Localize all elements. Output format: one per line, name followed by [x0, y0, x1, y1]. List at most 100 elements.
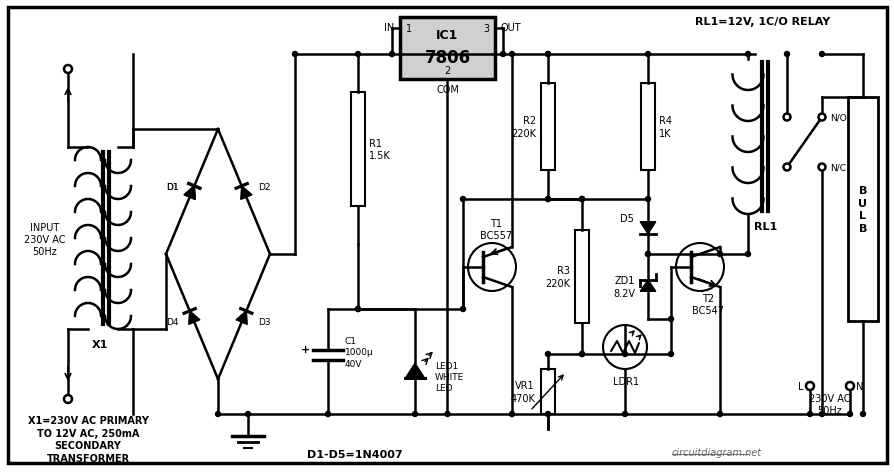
Circle shape	[64, 395, 72, 403]
Text: ZD1
8.2V: ZD1 8.2V	[612, 276, 634, 298]
Circle shape	[578, 197, 584, 202]
Bar	[574, 230, 588, 323]
Text: RL1=12V, 1C/O RELAY: RL1=12V, 1C/O RELAY	[695, 17, 830, 27]
Circle shape	[622, 352, 627, 357]
Circle shape	[544, 52, 550, 58]
Bar	[400, 18, 494, 80]
Text: R2
220K: R2 220K	[510, 116, 536, 139]
Circle shape	[544, 352, 550, 357]
Text: L: L	[797, 381, 803, 391]
Bar	[350, 93, 365, 207]
Bar	[540, 84, 554, 170]
Polygon shape	[189, 311, 199, 325]
Text: D1-D5=1N4007: D1-D5=1N4007	[307, 449, 402, 459]
Circle shape	[819, 412, 823, 416]
Polygon shape	[639, 280, 655, 292]
Text: 2: 2	[444, 66, 450, 76]
Circle shape	[544, 197, 550, 202]
Circle shape	[578, 352, 584, 357]
Circle shape	[819, 52, 823, 58]
Circle shape	[645, 197, 650, 202]
Circle shape	[645, 252, 650, 257]
Circle shape	[668, 352, 673, 357]
Text: circuitdiagram.net: circuitdiagram.net	[671, 447, 762, 457]
Text: D5: D5	[620, 214, 633, 224]
Circle shape	[389, 52, 394, 58]
Text: B
U
L
B: B U L B	[857, 186, 866, 233]
Circle shape	[745, 52, 750, 58]
Circle shape	[645, 52, 650, 58]
Text: RL1: RL1	[754, 221, 777, 231]
Circle shape	[215, 412, 220, 416]
Circle shape	[818, 114, 824, 121]
Circle shape	[745, 252, 750, 257]
Circle shape	[292, 52, 297, 58]
Text: 230V AC
50Hz: 230V AC 50Hz	[808, 393, 850, 416]
Text: N: N	[855, 381, 863, 391]
Circle shape	[544, 52, 550, 58]
Text: LED1
WHITE
LED: LED1 WHITE LED	[434, 361, 464, 392]
Circle shape	[859, 412, 864, 416]
Text: OUT: OUT	[501, 23, 521, 33]
Text: VR1
470K: VR1 470K	[510, 380, 535, 403]
Text: 1: 1	[406, 24, 411, 34]
Polygon shape	[236, 311, 247, 325]
Bar	[847, 98, 877, 321]
Circle shape	[355, 307, 360, 312]
Text: R1
1.5K: R1 1.5K	[368, 139, 391, 161]
Text: D2: D2	[257, 183, 270, 192]
Circle shape	[784, 52, 789, 58]
Text: X1: X1	[92, 339, 108, 349]
Text: D1: D1	[165, 183, 178, 192]
Text: LDR1: LDR1	[612, 376, 638, 386]
Circle shape	[245, 412, 250, 416]
Text: D3: D3	[257, 317, 270, 327]
Circle shape	[782, 164, 789, 171]
Circle shape	[325, 412, 330, 416]
Circle shape	[578, 197, 584, 202]
Text: R3
220K: R3 220K	[544, 266, 569, 288]
Circle shape	[460, 197, 465, 202]
Bar	[540, 369, 554, 414]
Text: C1
1000μ
40V: C1 1000μ 40V	[344, 337, 374, 368]
Circle shape	[717, 412, 721, 416]
Circle shape	[818, 164, 824, 171]
Text: COM: COM	[435, 85, 459, 95]
Text: 7806: 7806	[424, 49, 470, 67]
Polygon shape	[184, 187, 195, 200]
Circle shape	[578, 197, 584, 202]
Polygon shape	[405, 364, 425, 378]
Text: 3: 3	[483, 24, 488, 34]
Circle shape	[64, 66, 72, 74]
Circle shape	[805, 382, 813, 390]
Circle shape	[668, 317, 673, 322]
Circle shape	[355, 307, 360, 312]
Circle shape	[412, 412, 417, 416]
Circle shape	[544, 197, 550, 202]
Text: T2
BC547: T2 BC547	[691, 293, 723, 316]
Circle shape	[509, 412, 514, 416]
Polygon shape	[639, 222, 655, 234]
Circle shape	[544, 412, 550, 416]
Bar	[640, 84, 654, 170]
Circle shape	[622, 412, 627, 416]
Text: D4: D4	[165, 317, 178, 327]
Circle shape	[645, 252, 650, 257]
Circle shape	[355, 52, 360, 58]
Circle shape	[717, 252, 721, 257]
Text: X1=230V AC PRIMARY
TO 12V AC, 250mA
SECONDARY
TRANSFORMER: X1=230V AC PRIMARY TO 12V AC, 250mA SECO…	[28, 416, 148, 463]
Text: IN: IN	[384, 23, 393, 33]
Circle shape	[806, 412, 812, 416]
Text: IC1: IC1	[435, 29, 458, 42]
Circle shape	[782, 114, 789, 121]
Circle shape	[578, 352, 584, 357]
Circle shape	[509, 52, 514, 58]
Text: T1
BC557: T1 BC557	[479, 218, 511, 241]
Polygon shape	[240, 187, 251, 200]
Circle shape	[845, 382, 853, 390]
Circle shape	[500, 52, 505, 58]
Circle shape	[460, 307, 465, 312]
Text: +: +	[300, 344, 309, 354]
Text: N/O: N/O	[829, 113, 846, 122]
Polygon shape	[184, 187, 195, 200]
